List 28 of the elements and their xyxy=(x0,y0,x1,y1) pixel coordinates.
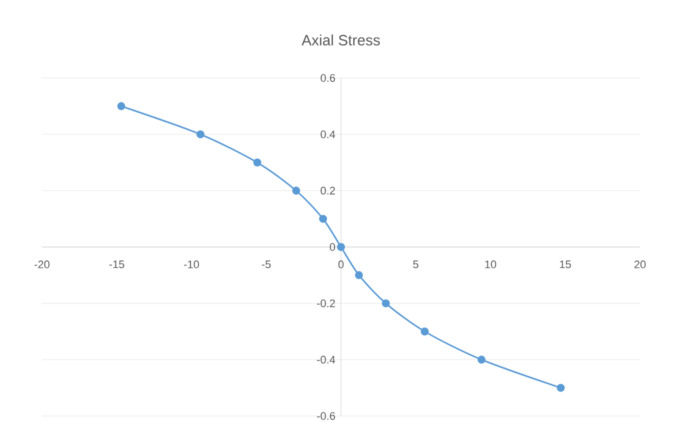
point xyxy=(117,102,126,110)
y-tick-label: -0.2 xyxy=(317,299,335,308)
point xyxy=(556,384,565,392)
y-tick-label: 0 xyxy=(330,243,336,251)
point xyxy=(319,214,328,223)
y-tick-label: 0.2 xyxy=(320,186,335,195)
chart-title: Axial Stress xyxy=(302,34,380,46)
x-tick-label: 20 xyxy=(634,260,646,268)
point xyxy=(196,130,204,138)
point xyxy=(478,356,486,364)
point xyxy=(382,299,390,308)
x-tick-label: 15 xyxy=(560,260,571,268)
y-tick-label: -0.6 xyxy=(317,412,335,420)
point xyxy=(253,158,262,166)
x-tick-label: -15 xyxy=(109,260,124,268)
point xyxy=(354,271,363,280)
y-tick-label: 0.6 xyxy=(320,74,335,82)
x-tick-label: -5 xyxy=(262,260,271,268)
x-tick-label: -20 xyxy=(34,260,50,268)
x-tick-label: 0 xyxy=(338,260,344,268)
y-tick-label: -0.4 xyxy=(317,356,336,364)
y-tick-label: 0.4 xyxy=(320,130,336,138)
x-tick-label: 5 xyxy=(413,260,418,268)
point xyxy=(420,328,429,336)
point xyxy=(292,186,300,195)
x-tick-label: 10 xyxy=(485,260,496,268)
point xyxy=(337,243,345,251)
x-tick-label: -10 xyxy=(184,260,199,268)
